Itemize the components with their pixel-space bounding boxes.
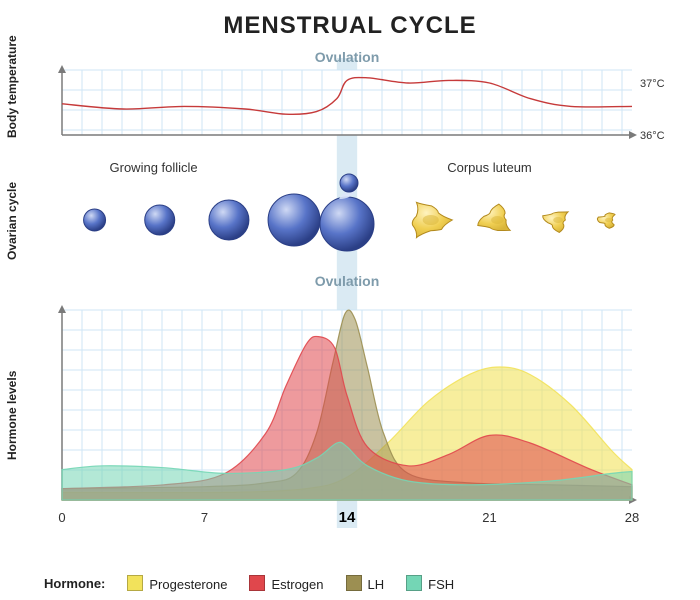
svg-text:Ovulation: Ovulation: [315, 273, 380, 289]
legend-item: FSH: [406, 575, 454, 592]
legend-item: Progesterone: [127, 575, 227, 592]
svg-text:0: 0: [58, 510, 65, 525]
legend-title: Hormone:: [44, 576, 105, 591]
svg-text:21: 21: [482, 510, 496, 525]
svg-text:Growing follicle: Growing follicle: [110, 160, 198, 175]
svg-text:36°C: 36°C: [640, 130, 665, 142]
legend: Hormone: Progesterone Estrogen LH FSH: [44, 575, 680, 592]
legend-item: LH: [346, 575, 385, 592]
figure-svg: 37°C 36°C Ovulation Growing follicle Corpus …: [0, 0, 700, 600]
svg-text:Corpus luteum: Corpus luteum: [447, 160, 532, 175]
legend-item: Estrogen: [249, 575, 323, 592]
svg-text:Ovulation: Ovulation: [315, 49, 380, 65]
svg-text:14: 14: [339, 509, 356, 526]
svg-text:37°C: 37°C: [640, 78, 665, 90]
svg-text:7: 7: [201, 510, 208, 525]
svg-text:28: 28: [625, 510, 639, 525]
